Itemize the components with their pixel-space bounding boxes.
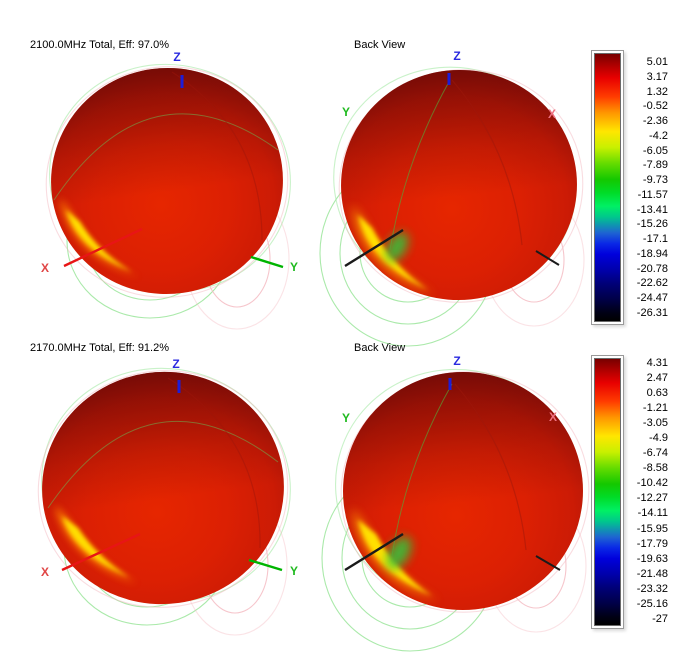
x-axis-label: X <box>40 565 50 579</box>
pattern-minimum-crescent <box>55 505 138 584</box>
y-axis-line-back <box>535 555 561 571</box>
z-axis-label: Z <box>453 354 461 368</box>
colorbar-tick-label: -25.16 <box>636 597 668 610</box>
pattern-minimum-crescent <box>352 508 440 602</box>
colorbar-tick-labels-2100: 5.01 3.17 1.32 -0.52 -2.36 -4.2 -6.05 -7.89 -9.7… <box>626 56 668 320</box>
y-axis-line-back <box>535 250 560 266</box>
colorbar-tick-label: 5.01 <box>646 56 668 68</box>
colorbar-tick-label: -2.36 <box>642 115 668 127</box>
plot-title-2170: 2170.0MHz Total, Eff: 91.2% <box>30 342 170 354</box>
colorbar-tick-label: -24.47 <box>636 292 668 304</box>
y-axis-label: Y <box>341 411 351 425</box>
colorbar-tick-label: -26.31 <box>636 306 668 319</box>
front-view-2100[interactable] <box>23 36 318 330</box>
pattern-lobe-shading <box>51 67 283 295</box>
colorbar-tick-label: -4.9 <box>649 432 668 445</box>
x-axis-line-back <box>344 532 404 572</box>
colorbar-tick-label: 2.47 <box>646 372 668 385</box>
colorbar-tick-label: -4.2 <box>649 129 668 142</box>
colorbar-tick-label: -3.05 <box>642 417 668 430</box>
z-axis-tick <box>448 378 452 390</box>
colorbar-tick-label: -1.21 <box>642 402 668 415</box>
colorbar-gradient <box>594 53 621 322</box>
colorbar-tick-label: -12.27 <box>636 492 668 505</box>
colorbar-tick-label: -21.48 <box>636 567 668 580</box>
surface-grid-arcs <box>391 383 527 557</box>
y-axis-label: Y <box>289 564 299 578</box>
colorbar-tick-label: -6.74 <box>642 447 668 460</box>
pattern-lobe-shading <box>343 371 583 611</box>
colorbar-tick-label: -6.05 <box>642 144 668 157</box>
colorbar-tick-label: -0.52 <box>642 100 668 113</box>
pattern-lobe-shading <box>42 371 284 605</box>
colorbar-tick-label: -7.89 <box>642 159 668 172</box>
colorbar-tick-labels-2170: 4.31 2.47 0.63 -1.21 -3.05 -4.9 -6.74 -8.58 -10.… <box>626 357 668 626</box>
z-axis-label: Z <box>172 357 180 371</box>
z-axis-label: Z <box>453 49 461 63</box>
x-axis-line-back <box>344 228 404 268</box>
y-axis-label: Y <box>341 105 351 119</box>
z-axis-tick <box>180 75 184 88</box>
colorbar-tick-label: 0.63 <box>646 387 668 400</box>
z-axis-label: Z <box>173 50 181 64</box>
x-axis-label: X <box>547 107 557 121</box>
z-axis-tick <box>177 380 181 393</box>
surface-grid-arcs <box>389 79 523 251</box>
colorbar-tick-label: -23.32 <box>636 582 668 595</box>
colorbar-2170 <box>591 355 624 629</box>
pattern-lobe-shading <box>341 69 577 301</box>
colorbar-2100 <box>591 50 624 325</box>
back-view-2170[interactable] <box>305 337 614 652</box>
x-axis-label: X <box>40 261 50 275</box>
colorbar-tick-label: -27 <box>652 612 668 625</box>
colorbar-tick-label: -13.41 <box>636 203 668 216</box>
colorbar-tick-label: -9.73 <box>642 174 668 186</box>
colorbar-tick-label: -15.26 <box>636 218 668 231</box>
colorbar-tick-label: -17.79 <box>636 537 668 550</box>
colorbar-tick-label: -20.78 <box>636 262 668 275</box>
z-axis-tick <box>447 73 451 85</box>
colorbar-tick-label: -8.58 <box>642 462 668 475</box>
colorbar-tick-label: -17.1 <box>642 233 668 245</box>
colorbar-tick-label: -11.57 <box>637 188 668 201</box>
y-axis-line <box>250 255 284 269</box>
colorbar-gradient <box>594 358 621 626</box>
colorbar-tick-label: 4.31 <box>646 357 668 369</box>
y-axis-label: Y <box>289 260 299 274</box>
plot-title-2100: 2100.0MHz Total, Eff: 97.0% <box>30 39 170 51</box>
colorbar-tick-label: -19.63 <box>636 552 668 565</box>
colorbar-tick-label: 1.32 <box>646 85 668 98</box>
back-view-label-2170: Back View <box>354 342 406 354</box>
colorbar-tick-label: -15.95 <box>636 522 668 535</box>
x-axis-line <box>63 227 143 268</box>
x-axis-label: X <box>548 410 558 424</box>
surface-grid-arcs <box>53 71 279 241</box>
y-axis-line <box>248 558 283 572</box>
colorbar-tick-label: -22.62 <box>636 277 668 290</box>
x-axis-line <box>61 532 141 572</box>
front-view-2170[interactable] <box>14 339 318 636</box>
colorbar-tick-label: 3.17 <box>646 70 668 83</box>
colorbar-tick-label: -14.11 <box>637 507 668 520</box>
surface-grid-arcs <box>47 377 279 549</box>
back-view-2100[interactable] <box>304 36 607 347</box>
colorbar-tick-label: -10.42 <box>636 477 668 490</box>
pattern-minimum-crescent <box>60 198 140 278</box>
back-view-label-2100: Back View <box>354 39 406 51</box>
colorbar-tick-label: -18.94 <box>636 247 668 260</box>
